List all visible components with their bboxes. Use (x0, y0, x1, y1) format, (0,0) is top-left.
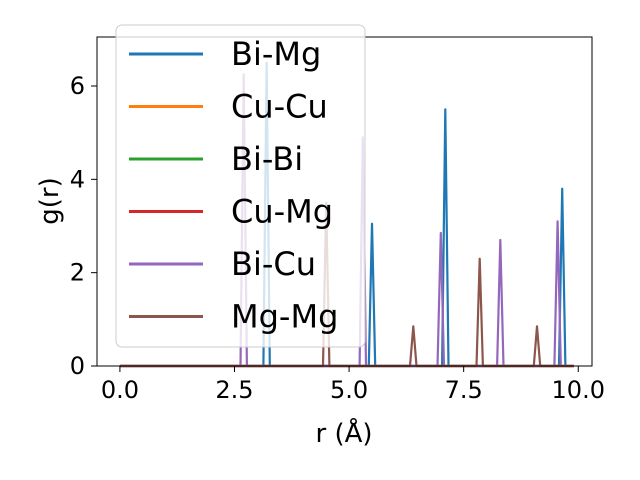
x-axis-ticks: 0.0 2.5 5.0 7.5 10.0 (101, 366, 605, 404)
y-tick-label: 4 (70, 165, 85, 193)
y-axis-ticks: 0 2 4 6 (70, 72, 97, 380)
y-tick-label: 0 (70, 352, 85, 380)
x-tick-label: 0.0 (101, 376, 139, 404)
legend-label-cu-cu: Cu-Cu (231, 88, 328, 126)
y-tick-label: 2 (70, 259, 85, 287)
legend-label-bi-mg: Bi-Mg (231, 35, 321, 73)
legend-label-bi-cu: Bi-Cu (231, 245, 316, 283)
legend-label-mg-mg: Mg-Mg (231, 298, 338, 336)
legend-label-bi-bi: Bi-Bi (231, 140, 303, 178)
legend: Bi-Mg Cu-Cu Bi-Bi Cu-Mg Bi-Cu Mg-Mg (115, 24, 366, 348)
x-tick-label: 7.5 (445, 376, 483, 404)
legend-label-cu-mg: Cu-Mg (231, 193, 333, 231)
legend-items: Bi-Mg Cu-Cu Bi-Bi Cu-Mg Bi-Cu Mg-Mg (129, 35, 338, 336)
y-tick-label: 6 (70, 72, 85, 100)
x-tick-label: 2.5 (215, 376, 253, 404)
x-tick-label: 10.0 (552, 376, 605, 404)
x-tick-label: 5.0 (330, 376, 368, 404)
x-axis-label: r (Å) (315, 417, 372, 449)
y-axis-label: g(r) (35, 177, 65, 224)
